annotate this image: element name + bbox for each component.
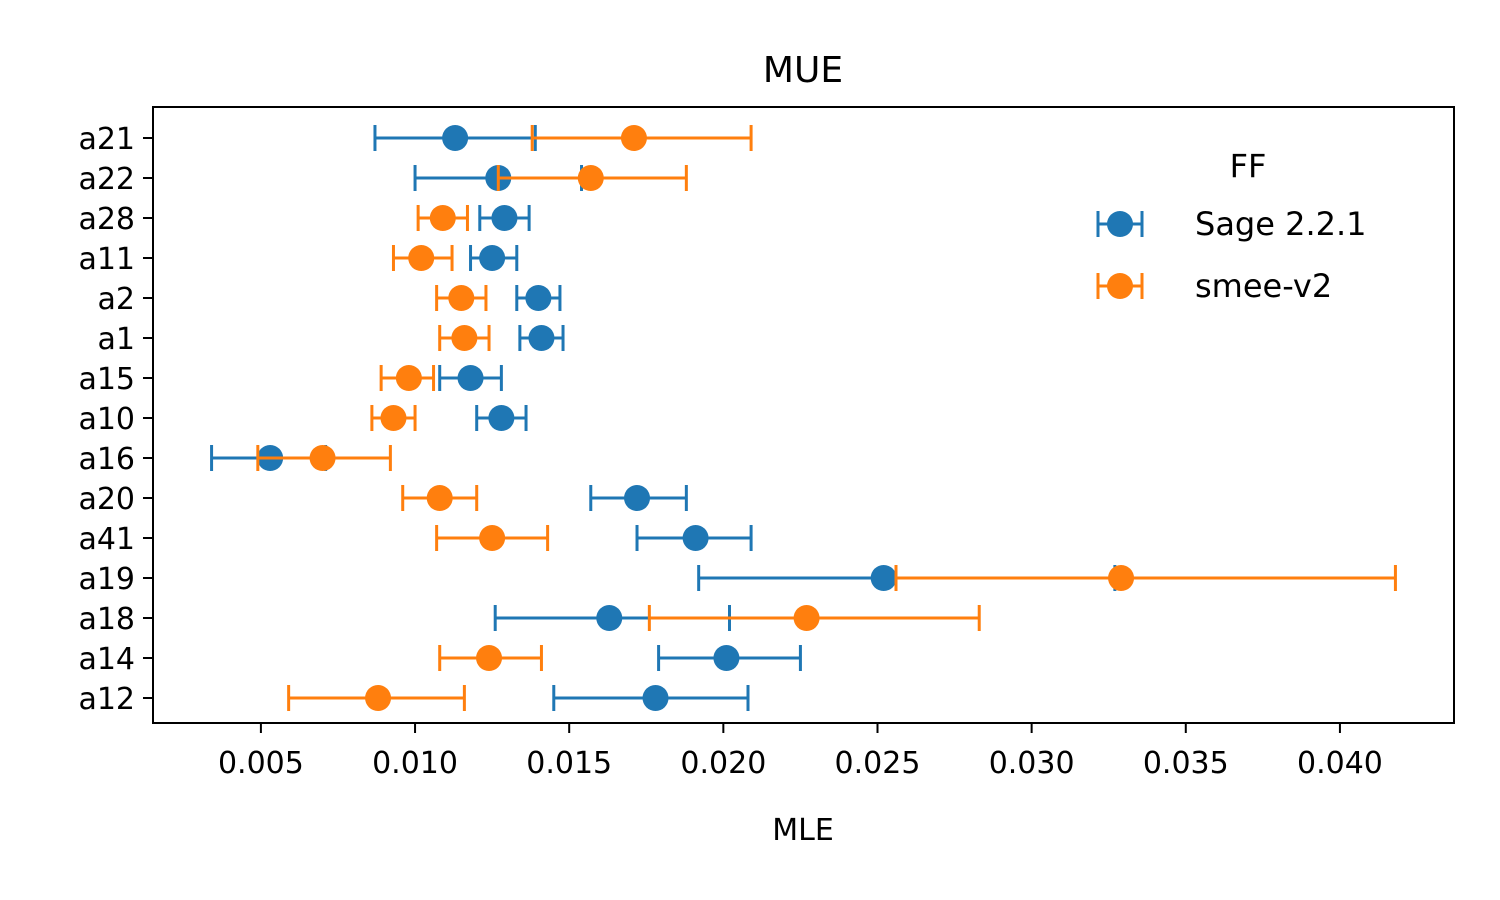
y-tick-label: a11 bbox=[78, 242, 135, 277]
legend-label: smee-v2 bbox=[1195, 267, 1332, 305]
data-point bbox=[577, 165, 604, 191]
x-tick-label: 0.005 bbox=[218, 746, 304, 781]
y-tick-label: a16 bbox=[78, 442, 135, 477]
y-axis: a21 a22 a28 a11 a2 a1 a15 a10 a16 a20 a41 a19 a18 a14… bbox=[78, 122, 153, 717]
legend: FF Sage 2.2.1 smee-v2 bbox=[1096, 147, 1367, 305]
data-point bbox=[309, 445, 336, 471]
legend-label: Sage 2.2.1 bbox=[1195, 205, 1367, 243]
data-point bbox=[365, 685, 392, 711]
data-point bbox=[457, 365, 484, 391]
plot-area bbox=[210, 125, 1397, 711]
data-point bbox=[476, 645, 503, 671]
x-tick-label: 0.040 bbox=[1297, 746, 1383, 781]
data-point bbox=[380, 405, 407, 431]
legend-entry: Sage 2.2.1 bbox=[1096, 205, 1367, 243]
x-tick-label: 0.025 bbox=[835, 746, 921, 781]
data-point bbox=[451, 325, 478, 351]
y-tick-label: a12 bbox=[78, 682, 135, 717]
chart-title: MUE bbox=[763, 50, 843, 91]
data-point bbox=[479, 245, 506, 271]
y-tick-label: a21 bbox=[78, 122, 135, 157]
y-tick-label: a18 bbox=[78, 602, 135, 637]
data-point bbox=[870, 565, 897, 591]
data-point bbox=[528, 325, 555, 351]
y-tick-label: a1 bbox=[98, 322, 135, 357]
data-point bbox=[624, 485, 651, 511]
data-point bbox=[620, 125, 647, 151]
data-point bbox=[793, 605, 820, 631]
data-point bbox=[479, 525, 506, 551]
y-tick-label: a10 bbox=[78, 402, 135, 437]
y-tick-label: a22 bbox=[78, 162, 135, 197]
data-point bbox=[426, 485, 453, 511]
plot-frame bbox=[152, 106, 1455, 724]
x-tick-label: 0.020 bbox=[680, 746, 766, 781]
x-tick-label: 0.030 bbox=[989, 746, 1075, 781]
y-tick-label: a15 bbox=[78, 362, 135, 397]
y-tick-label: a2 bbox=[98, 282, 135, 317]
x-tick-label: 0.015 bbox=[526, 746, 612, 781]
data-point bbox=[448, 285, 475, 311]
data-point bbox=[1108, 565, 1135, 591]
x-axis-label: MLE bbox=[772, 813, 834, 848]
data-point bbox=[596, 605, 623, 631]
y-tick-label: a20 bbox=[78, 482, 135, 517]
y-tick-label: a41 bbox=[78, 522, 135, 557]
x-axis: 0.005 0.010 0.015 0.020 0.025 0.030 0.035 0.040 bbox=[218, 723, 1383, 781]
x-tick-label: 0.010 bbox=[372, 746, 458, 781]
legend-title: FF bbox=[1230, 147, 1267, 185]
y-tick-label: a14 bbox=[78, 642, 135, 677]
legend-marker bbox=[1107, 211, 1133, 237]
data-point bbox=[395, 365, 422, 391]
data-point bbox=[442, 125, 469, 151]
y-tick-label: a28 bbox=[78, 202, 135, 237]
data-point bbox=[682, 525, 709, 551]
legend-entry: smee-v2 bbox=[1096, 267, 1332, 305]
x-tick-label: 0.035 bbox=[1143, 746, 1229, 781]
series-2 bbox=[256, 125, 1397, 711]
data-point bbox=[642, 685, 669, 711]
y-tick-label: a19 bbox=[78, 562, 135, 597]
data-point bbox=[408, 245, 435, 271]
error-bar bbox=[894, 565, 1397, 591]
data-point bbox=[488, 405, 515, 431]
data-point bbox=[713, 645, 740, 671]
data-point bbox=[491, 205, 518, 231]
data-point bbox=[429, 205, 456, 231]
data-point bbox=[525, 285, 552, 311]
legend-marker bbox=[1107, 273, 1133, 299]
